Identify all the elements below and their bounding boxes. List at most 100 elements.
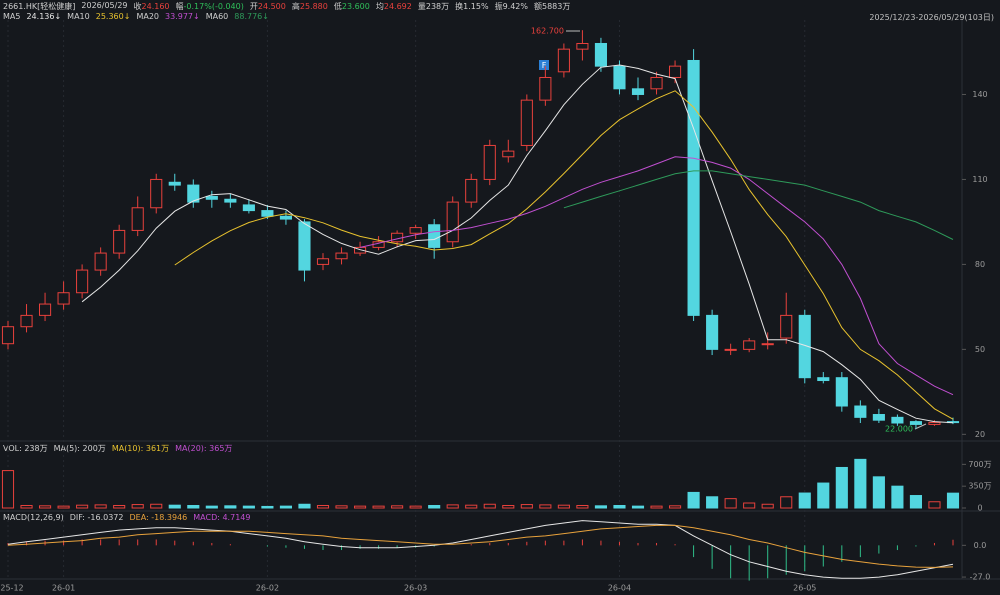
legend-item: MA(10): 361万 — [111, 444, 170, 453]
volume-bar — [872, 476, 885, 509]
y-tick-label: 20 — [975, 430, 985, 439]
annotation: 162.700 — [531, 27, 564, 36]
candle-body — [242, 204, 255, 212]
candle-body — [687, 59, 700, 316]
volume-bar — [465, 504, 478, 509]
volume-bar — [817, 482, 830, 509]
volume-bar — [557, 504, 570, 509]
volume-bar — [669, 505, 682, 509]
volume-bar — [706, 496, 719, 509]
field: 低23.600 — [334, 1, 370, 12]
volume-bar — [520, 504, 533, 509]
volume-bar — [631, 505, 645, 509]
volume-bar — [724, 498, 737, 509]
y-tick-label: 50 — [975, 345, 985, 354]
y-tick-label: 110 — [972, 175, 987, 184]
legend-name: MA5 — [3, 12, 21, 21]
volume-bar — [168, 504, 181, 509]
field-value: 9.42% — [502, 2, 528, 11]
volume-bar — [594, 505, 607, 509]
volume-bar — [502, 505, 515, 509]
volume-bar — [335, 505, 348, 509]
y-tick-label: 700万 — [968, 460, 991, 469]
field: 振9.42% — [495, 1, 528, 12]
candle-body — [909, 421, 922, 425]
volume-bar — [761, 503, 774, 509]
field-value: -0.17%(-0.040) — [183, 2, 244, 11]
candle-body — [57, 292, 70, 305]
candle-body — [780, 314, 793, 339]
field-value: 24.692 — [383, 2, 412, 11]
volume-bar — [39, 505, 52, 509]
candle-body — [261, 210, 274, 217]
volume-bar — [409, 505, 422, 509]
field-label: 额 — [533, 2, 542, 11]
candle-body — [409, 227, 422, 234]
candle-body — [354, 246, 367, 254]
field-label: 低 — [333, 2, 342, 11]
field: 量238万 — [418, 1, 449, 12]
candle-body — [1, 326, 15, 345]
candle-body — [539, 76, 552, 101]
volume-bar — [205, 505, 218, 509]
legend-item: MA(20): 365万 — [175, 444, 233, 453]
y-tick-label: -27.0 — [970, 573, 991, 582]
candle-body — [557, 48, 570, 73]
volume-bar — [798, 492, 811, 509]
macd-legend: MACD(12,26,9) DIF: -16.0372 DEA: -18.3946 M… — [3, 513, 250, 522]
volume-bar — [891, 485, 904, 509]
candle-body — [631, 88, 645, 95]
candle-body — [428, 224, 441, 248]
candle-body — [483, 144, 496, 180]
field: 收24.160 — [134, 1, 170, 12]
volume-bar — [1, 470, 15, 509]
legend-item: DIF: -16.0372 — [69, 513, 124, 522]
volume-bar — [372, 505, 385, 509]
dif-line — [7, 520, 954, 579]
volume-bar — [298, 503, 311, 509]
volume-bar — [131, 504, 144, 509]
field-label: 振 — [494, 2, 503, 11]
header: 2661.HK[轻松健康] 2026/05/29 收24.160 幅-0.17%(… — [3, 1, 570, 12]
legend-item: MACD(12,26,9) — [3, 513, 64, 522]
candle-body — [94, 252, 107, 271]
legend-value: 24.136↓ — [26, 12, 62, 21]
x-tick-label: 26-05 — [793, 584, 816, 593]
volume-bar — [57, 505, 70, 509]
candle-body — [650, 76, 663, 90]
candle-body — [446, 201, 459, 243]
field-value: 23.600 — [341, 2, 370, 11]
volume-bar — [446, 504, 459, 509]
field-value: 24.160 — [141, 2, 170, 11]
y-tick-label: 80 — [975, 260, 985, 269]
ma-line — [81, 64, 954, 424]
volume-bar — [650, 505, 663, 509]
candle-body — [724, 348, 737, 351]
field-label: 开 — [249, 2, 258, 11]
volume-bar — [928, 501, 941, 509]
y-tick-label: 0 — [977, 504, 982, 513]
field: 开24.500 — [250, 1, 286, 12]
field-label: 量 — [417, 2, 426, 11]
y-tick-label: 350万 — [968, 482, 991, 491]
volume-bar — [113, 505, 126, 509]
legend-value: 25.360↓ — [95, 12, 131, 21]
field: 高25.880 — [292, 1, 328, 12]
annotation-pointer — [914, 423, 927, 430]
candle-body — [298, 221, 311, 271]
candle-body — [205, 195, 218, 200]
field-value: 25.880 — [299, 2, 328, 11]
volume-bar — [316, 505, 330, 509]
legend-name: MA60 — [205, 12, 229, 21]
candle-body — [150, 178, 163, 209]
volume-bar — [224, 505, 237, 509]
volume-bar — [576, 505, 589, 509]
candle-body — [20, 314, 33, 328]
candle-body — [502, 150, 515, 158]
badge-text: F — [542, 61, 547, 70]
ma-legend: MA5 24.136↓ MA10 25.360↓ MA20 33.977↓ MA60 88.7… — [3, 12, 269, 21]
candle-body — [854, 405, 867, 418]
x-tick-label: 26-01 — [52, 584, 75, 593]
